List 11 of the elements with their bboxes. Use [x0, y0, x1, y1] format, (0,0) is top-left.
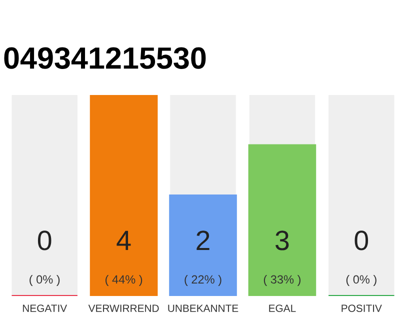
x-tick-label: POSITIV — [342, 304, 382, 312]
data-label: 4 ( 44% ) — [106, 230, 142, 286]
data-label: 3 ( 33% ) — [264, 230, 300, 286]
data-label: 0 ( 0% ) — [346, 230, 376, 286]
x-tick-label: EGAL — [269, 304, 296, 312]
chart-title: 049341215530 — [4, 47, 206, 69]
data-label: 0 ( 0% ) — [30, 230, 60, 286]
data-label: 2 ( 22% ) — [184, 230, 222, 286]
x-tick-label: NEGATIV — [22, 304, 68, 312]
x-tick-label: VERWIRREND — [88, 304, 159, 312]
x-tick-label: UNBEKANNTE — [168, 304, 238, 312]
